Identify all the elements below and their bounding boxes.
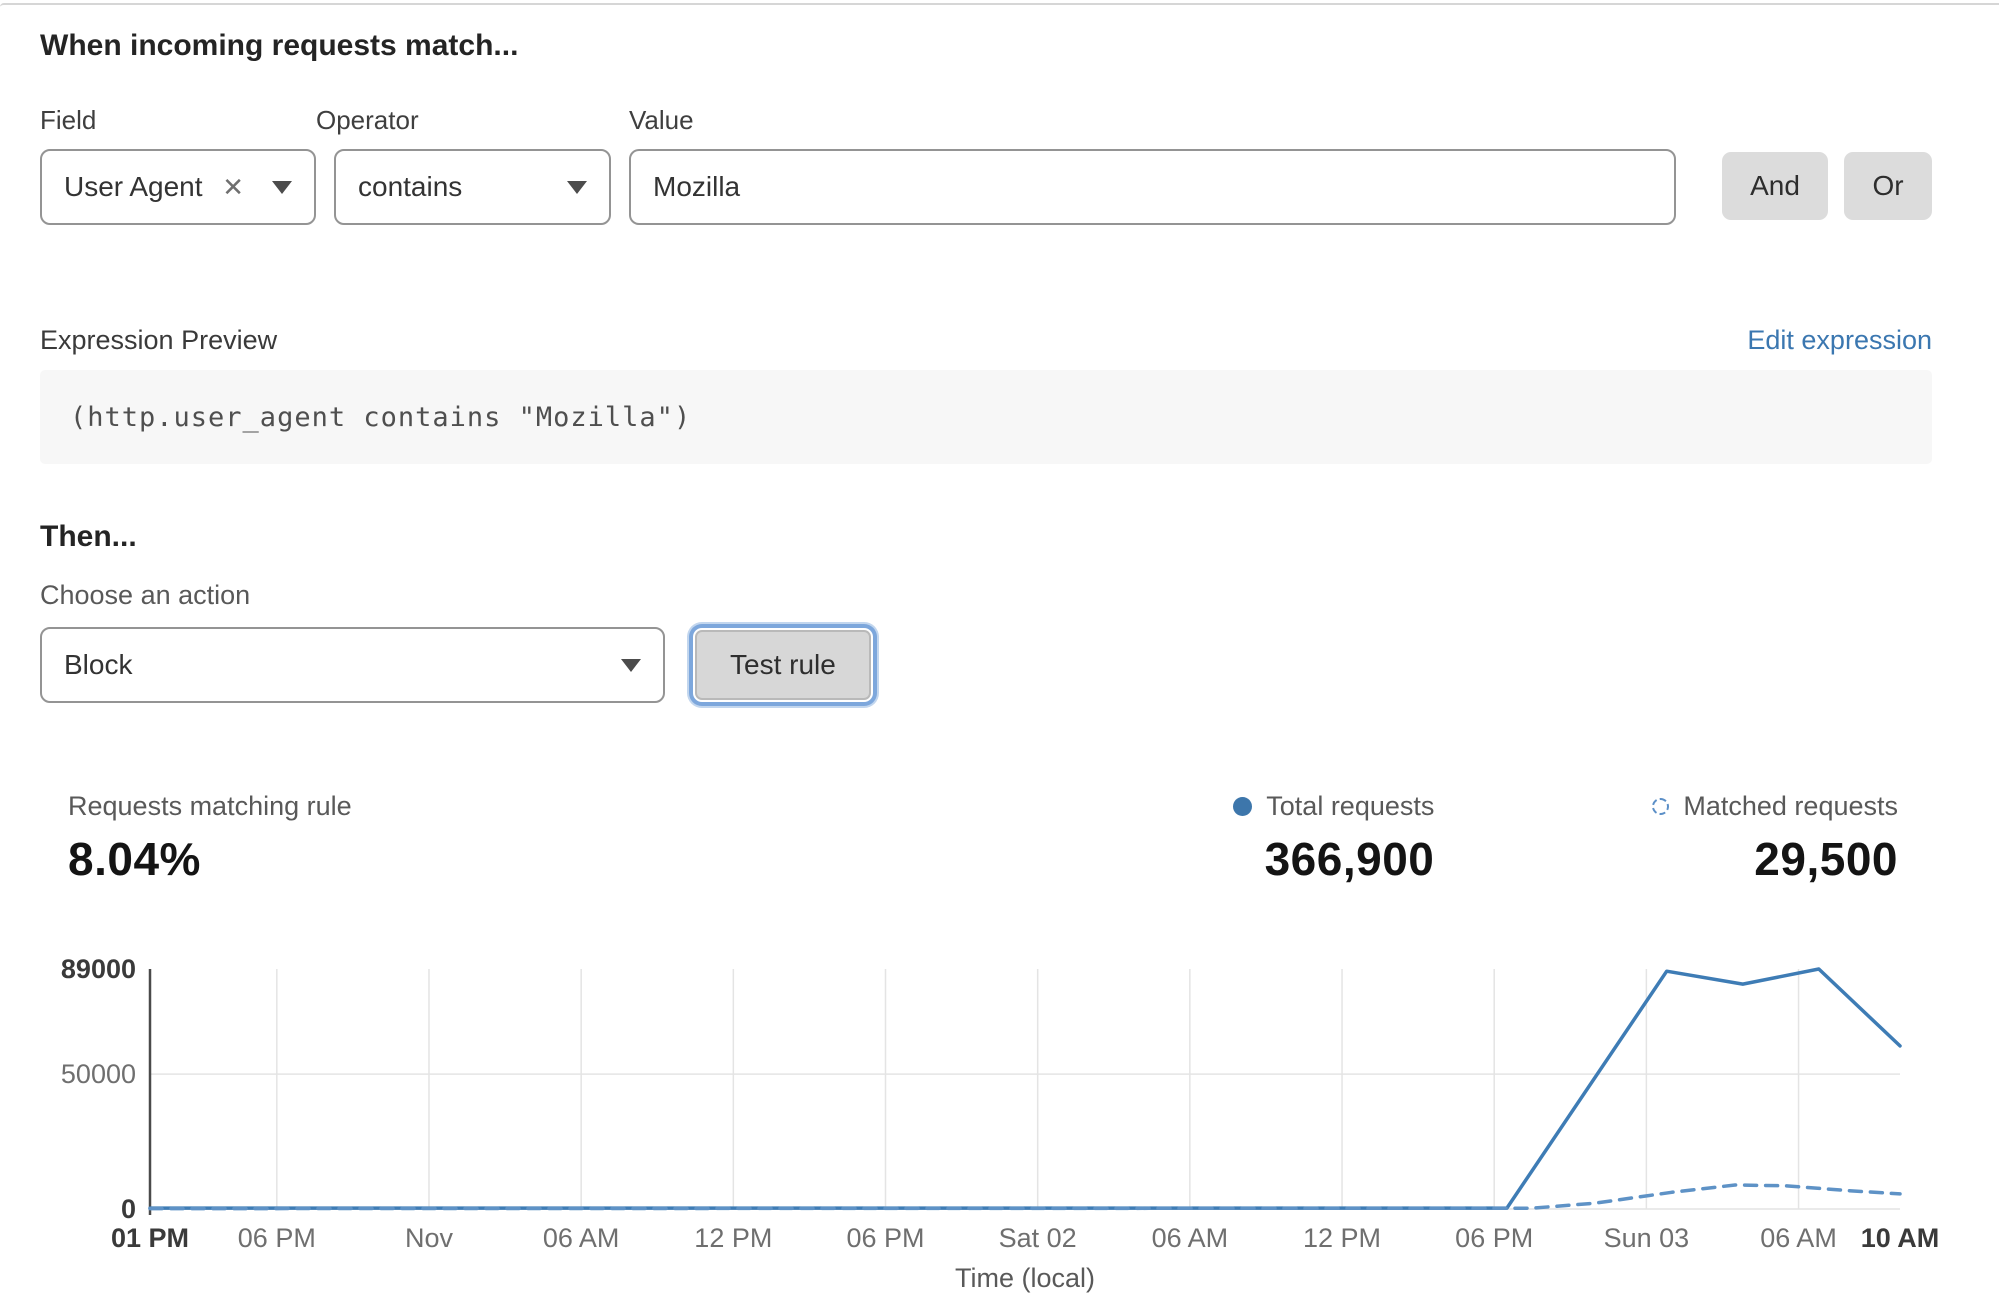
x-tick-label: Nov (405, 1223, 454, 1253)
test-rule-button[interactable]: Test rule (695, 630, 871, 700)
then-section-title: Then... (40, 520, 137, 553)
total-requests-value: 366,900 (1264, 833, 1435, 885)
matched-requests-dashed-circle-icon (1652, 798, 1670, 815)
x-tick-label: 06 PM (846, 1223, 924, 1253)
requests-chart-svg: 0 50000 89000 01 PM 06 PM Nov 06 AM 12 PM 06 PM S… (61, 954, 1940, 1293)
chart-legend: Total requests 366,900 Matched requests … (1233, 791, 1898, 886)
panel-top-border (0, 3, 1999, 7)
condition-row: Field User Agent ✕ Operator contains Val… (40, 105, 1932, 225)
matched-requests-legend[interactable]: Matched requests 29,500 (1652, 791, 1898, 886)
matching-stat-value: 8.04% (68, 833, 201, 885)
x-axis-title: Time (local) (955, 1263, 1095, 1293)
operator-select[interactable]: contains (334, 149, 611, 225)
expression-code: (http.user_agent contains "Mozilla") (70, 401, 692, 433)
conjunction-buttons: And Or (1722, 152, 1932, 220)
total-requests-legend[interactable]: Total requests 366,900 (1233, 791, 1434, 886)
chevron-down-icon (621, 658, 641, 672)
x-tick-label: 12 PM (694, 1223, 772, 1253)
stats-row: Requests matching rule 8.04% Total reque… (40, 791, 1932, 886)
matched-requests-label: Matched requests (1683, 791, 1898, 821)
operator-label: Operator (316, 105, 419, 135)
field-select[interactable]: User Agent ✕ (40, 149, 316, 225)
clear-field-icon[interactable]: ✕ (222, 171, 244, 202)
x-tick-label: 12 PM (1303, 1223, 1381, 1253)
action-row: Block Test rule (40, 627, 1932, 703)
y-tick-label: 50000 (61, 1059, 136, 1089)
expression-preview-label: Expression Preview (40, 325, 278, 355)
value-label: Value (629, 105, 694, 135)
chevron-down-icon (272, 180, 292, 194)
edit-expression-link[interactable]: Edit expression (1747, 325, 1932, 355)
chevron-down-icon (567, 180, 587, 194)
action-select[interactable]: Block (40, 627, 665, 703)
x-tick-label: 06 AM (1760, 1223, 1837, 1253)
match-section-title: When incoming requests match... (40, 29, 519, 62)
value-input[interactable] (629, 149, 1676, 225)
total-requests-dot-icon (1233, 797, 1253, 816)
action-select-value: Block (64, 649, 133, 680)
or-button[interactable]: Or (1844, 152, 1932, 220)
operator-group: Operator contains (316, 105, 611, 225)
requests-chart: 0 50000 89000 01 PM 06 PM Nov 06 AM 12 PM 06 PM S… (0, 954, 1999, 1295)
x-tick-label: 01 PM (111, 1223, 189, 1253)
field-select-value: User Agent (64, 171, 203, 202)
x-tick-label: 06 PM (1455, 1223, 1533, 1253)
and-button[interactable]: And (1722, 152, 1828, 220)
x-tick-label: 10 AM (1861, 1223, 1940, 1253)
x-tick-label: Sun 03 (1604, 1223, 1690, 1253)
total-requests-label: Total requests (1266, 791, 1435, 821)
field-label: Field (40, 105, 97, 135)
x-tick-label: Sat 02 (999, 1223, 1077, 1253)
rule-builder-panel: When incoming requests match... Field Us… (0, 7, 1999, 886)
matched-requests-value: 29,500 (1754, 833, 1898, 885)
x-tick-label: 06 AM (543, 1223, 620, 1253)
matching-stat-label: Requests matching rule (68, 791, 352, 821)
matching-stat: Requests matching rule 8.04% (68, 791, 1233, 886)
field-group: Field User Agent ✕ (40, 105, 316, 225)
choose-action-label: Choose an action (40, 580, 251, 610)
value-group: Value (629, 105, 1676, 225)
expression-header: Expression Preview Edit expression (40, 325, 1932, 356)
x-tick-label: 06 PM (238, 1223, 316, 1253)
y-tick-label: 89000 (61, 956, 136, 984)
total-requests-line (148, 967, 1902, 1210)
y-tick-label: 0 (121, 1194, 136, 1224)
matched-requests-line (148, 1183, 1902, 1211)
x-tick-label: 06 AM (1152, 1223, 1229, 1253)
expression-preview-box: (http.user_agent contains "Mozilla") (40, 370, 1932, 464)
operator-select-value: contains (358, 171, 463, 202)
